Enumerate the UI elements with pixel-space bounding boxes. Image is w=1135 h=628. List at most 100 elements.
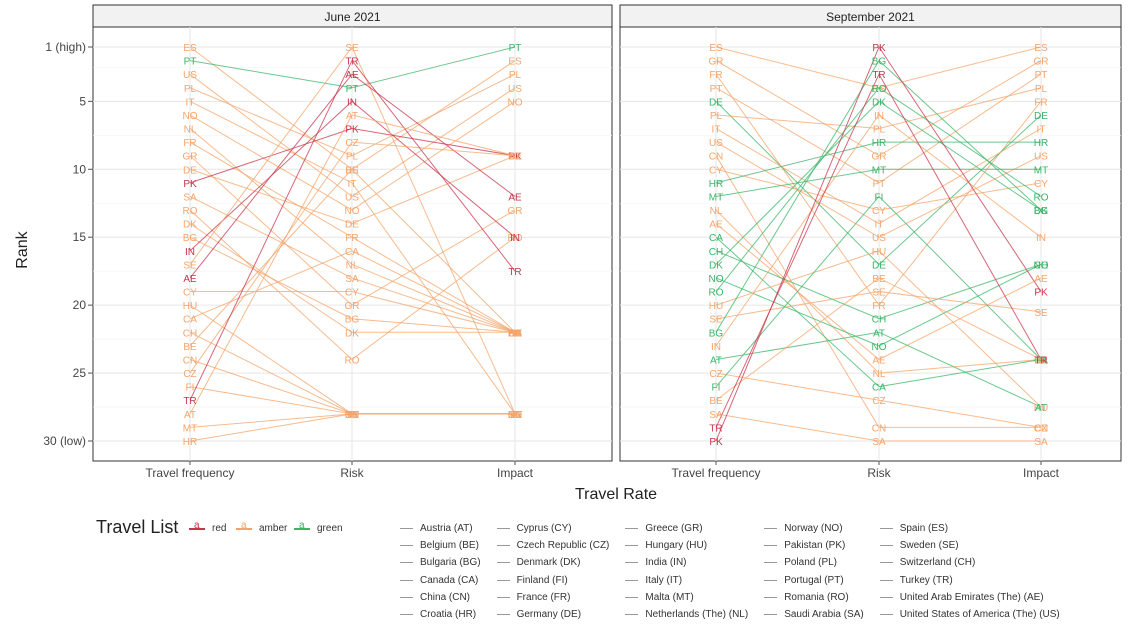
point-label-FI: FI bbox=[875, 192, 884, 203]
point-label-TR: TR bbox=[709, 423, 722, 434]
legend-country: United States of America (The) (US) bbox=[879, 606, 1060, 623]
series-line-BG bbox=[715, 59, 1042, 333]
point-label-FR: FR bbox=[183, 138, 196, 149]
legend-line-icon bbox=[764, 614, 778, 616]
point-label-NO: NO bbox=[183, 111, 198, 122]
legend-country: India (IN) bbox=[625, 554, 748, 571]
point-label-PT: PT bbox=[873, 179, 886, 190]
point-label-IN: IN bbox=[711, 342, 721, 353]
legend-country: Italy (IT) bbox=[625, 572, 748, 589]
y-tick-label: 1 (high) bbox=[45, 40, 86, 54]
legend-country-label: Sweden (SE) bbox=[899, 540, 959, 552]
point-label-FR: FR bbox=[345, 233, 358, 244]
legend-line-icon bbox=[879, 562, 893, 564]
point-label-PT: PT bbox=[509, 43, 522, 54]
point-label-IT: IT bbox=[348, 179, 357, 190]
legend-country-label: India (IN) bbox=[645, 557, 687, 569]
legend-country-label: Portugal (PT) bbox=[784, 574, 844, 586]
point-label-NL: NL bbox=[509, 328, 522, 339]
legend-country-label: Pakistan (PK) bbox=[784, 540, 846, 552]
point-label-SE: SE bbox=[183, 260, 197, 271]
point-label-CY: CY bbox=[872, 206, 886, 217]
point-label-HU: HU bbox=[1034, 403, 1048, 414]
country-legend: Austria (AT) Belgium (BE) Bulgaria (BG) Can… bbox=[400, 520, 1060, 623]
bump-chart: 1 (high) 5 10 15 20 25 30 (low) Rank Travel Rate… bbox=[14, 4, 1122, 503]
series-line-IN bbox=[715, 114, 1042, 347]
legend-country-label: Austria (AT) bbox=[420, 523, 473, 535]
x-axis-title: Travel Rate bbox=[575, 486, 657, 503]
point-label-BE: BE bbox=[1034, 355, 1048, 366]
point-label-MT: MT bbox=[709, 192, 723, 203]
point-label-SE: SE bbox=[872, 288, 886, 299]
legend-country: Portugal (PT) bbox=[764, 572, 864, 589]
point-label-CA: CA bbox=[183, 315, 197, 326]
legend-country-label: Poland (PL) bbox=[784, 557, 838, 569]
point-label-PL: PL bbox=[184, 84, 197, 95]
legend-country-label: China (CN) bbox=[420, 591, 471, 603]
series-line-CY bbox=[715, 168, 1042, 211]
legend-line-icon bbox=[496, 614, 510, 616]
series-line-HR bbox=[189, 413, 515, 442]
series-line-BG bbox=[189, 236, 516, 333]
legend-country: France (FR) bbox=[496, 589, 610, 606]
legend-line-icon bbox=[764, 528, 778, 530]
legend-swatch bbox=[293, 520, 311, 534]
point-label-IT: IT bbox=[511, 410, 520, 421]
point-label-FR: FR bbox=[508, 328, 521, 339]
point-label-US: US bbox=[1034, 152, 1048, 163]
legend-country: Malta (MT) bbox=[625, 589, 748, 606]
legend-country: Pakistan (PK) bbox=[764, 537, 864, 554]
legend-country-label: Finland (FI) bbox=[516, 574, 568, 586]
series-line-US bbox=[189, 73, 516, 198]
x-tick-label: Travel frequency bbox=[672, 466, 761, 480]
legend-country-label: Italy (IT) bbox=[645, 574, 683, 586]
series-line-PK bbox=[189, 128, 516, 184]
y-tick-label: 15 bbox=[73, 230, 87, 244]
series-line-NO bbox=[715, 263, 1042, 347]
series-line-TR bbox=[189, 59, 516, 401]
point-label-GR: GR bbox=[345, 301, 360, 312]
point-label-PL: PL bbox=[346, 152, 359, 163]
point-label-HU: HU bbox=[872, 247, 886, 258]
point-label-CZ: CZ bbox=[183, 369, 196, 380]
point-label-MT: MT bbox=[1034, 165, 1048, 176]
point-label-DE: DE bbox=[709, 97, 723, 108]
point-label-DE: DE bbox=[508, 152, 522, 163]
point-label-RO: RO bbox=[183, 206, 198, 217]
point-label-HR: HR bbox=[872, 138, 886, 149]
point-label-SE: SE bbox=[345, 43, 359, 54]
point-label-CH: CH bbox=[508, 410, 522, 421]
point-label-NL: NL bbox=[184, 125, 197, 136]
legend-title: Travel List bbox=[96, 517, 179, 537]
point-label-ES: ES bbox=[345, 165, 359, 176]
x-tick-label: Travel frequency bbox=[146, 466, 235, 480]
point-label-AE: AE bbox=[345, 70, 359, 81]
point-label-RO: RO bbox=[709, 288, 724, 299]
y-tick-label: 25 bbox=[73, 366, 87, 380]
point-label-GR: GR bbox=[1034, 57, 1049, 68]
series-line-HR bbox=[715, 141, 1041, 184]
point-label-IN: IN bbox=[874, 111, 884, 122]
point-label-SA: SA bbox=[872, 437, 886, 448]
point-label-AE: AE bbox=[709, 220, 723, 231]
legend-line-icon bbox=[625, 562, 639, 564]
point-label-AT: AT bbox=[184, 410, 196, 421]
legend-line-icon bbox=[400, 579, 413, 581]
series-line-NO bbox=[189, 100, 516, 211]
legend-country-label: United Arab Emirates (The) (AE) bbox=[899, 591, 1044, 603]
point-label-CZ: CZ bbox=[345, 138, 358, 149]
legend-country: Belgium (BE) bbox=[400, 537, 481, 554]
point-label-MT: MT bbox=[872, 165, 886, 176]
legend-country: Poland (PL) bbox=[764, 554, 864, 571]
series-line-CN bbox=[715, 155, 1041, 428]
series-line-NL bbox=[715, 209, 1042, 374]
point-label-FI: FI bbox=[186, 383, 195, 394]
series-line-BE bbox=[715, 277, 1042, 401]
point-label-HR: HR bbox=[709, 179, 723, 190]
point-label-ES: ES bbox=[1034, 43, 1048, 54]
point-label-HU: HU bbox=[183, 301, 197, 312]
point-label-IT: IT bbox=[1037, 125, 1046, 136]
y-axis-title: Rank bbox=[14, 230, 31, 268]
legend-line-icon bbox=[625, 545, 639, 547]
panel-title: June 2021 bbox=[324, 10, 380, 24]
